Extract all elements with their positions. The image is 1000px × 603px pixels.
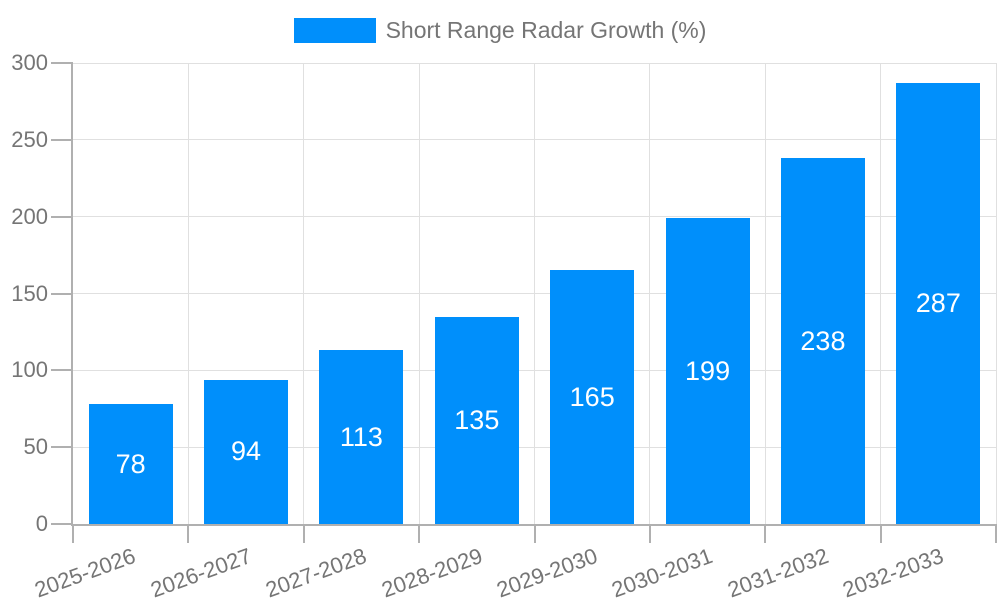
x-tick-label: 2031-2032	[724, 543, 832, 603]
x-axis-tick	[648, 524, 651, 543]
x-tick-label: 2029-2030	[493, 543, 601, 603]
x-axis-tick	[302, 524, 305, 543]
x-tick-label: 2025-2026	[31, 543, 140, 603]
y-axis-tick	[51, 446, 73, 449]
x-axis-tick	[764, 524, 767, 543]
y-tick-label: 300	[11, 50, 48, 75]
x-axis-tick	[418, 524, 421, 543]
bar-value-label: 287	[915, 287, 961, 318]
y-tick-label: 250	[11, 126, 48, 152]
y-axis-tick	[51, 523, 73, 525]
legend: Short Range Radar Growth (%)	[0, 15, 1000, 45]
x-tick-label: 2027-2028	[262, 543, 370, 603]
v-gridline	[995, 63, 997, 524]
bar-value-label: 135	[454, 404, 500, 435]
x-axis-tick	[879, 524, 882, 543]
v-gridline	[880, 63, 882, 524]
bar-2032-2033[interactable]: 287	[896, 82, 981, 524]
bar-value-label: 78	[115, 448, 146, 479]
bar-value-label: 199	[685, 355, 731, 386]
legend-swatch-icon	[293, 17, 376, 43]
bar-2030-2031[interactable]: 199	[665, 218, 750, 524]
v-gridline	[764, 63, 766, 524]
y-tick-label: 50	[23, 434, 48, 460]
v-gridline	[418, 63, 420, 524]
v-gridline	[534, 63, 535, 524]
y-axis-line	[71, 63, 73, 526]
bar-2027-2028[interactable]: 113	[319, 350, 404, 524]
y-tick-label: 0	[35, 511, 48, 536]
x-axis-tick	[533, 524, 536, 543]
x-tick-label: 2026-2027	[147, 543, 255, 603]
y-tick-label: 200	[11, 203, 48, 229]
bar-value-label: 165	[569, 381, 615, 412]
x-axis-tick	[72, 524, 74, 543]
bar-2025-2026[interactable]: 78	[88, 404, 173, 524]
y-axis-tick	[51, 369, 73, 372]
bar-2026-2027[interactable]: 94	[204, 379, 289, 524]
x-axis-tick	[995, 524, 997, 543]
y-axis-tick	[51, 62, 73, 64]
v-gridline	[303, 63, 305, 524]
x-axis-line	[71, 524, 996, 526]
v-gridline	[187, 63, 189, 524]
x-axis-tick	[187, 524, 190, 543]
bar-2029-2030[interactable]: 165	[550, 270, 635, 524]
y-axis-tick	[51, 292, 73, 295]
bar-value-label: 113	[339, 421, 383, 452]
bar-2031-2032[interactable]: 238	[780, 158, 865, 524]
bar-value-label: 238	[800, 325, 846, 356]
legend-label: Short Range Radar Growth (%)	[385, 17, 707, 43]
bar-2028-2029[interactable]: 135	[434, 316, 519, 524]
y-tick-label: 150	[11, 280, 48, 306]
y-axis-tick	[51, 138, 73, 141]
x-tick-label: 2030-2031	[608, 543, 717, 603]
legend-item[interactable]: Short Range Radar Growth (%)	[293, 15, 707, 45]
y-axis-tick	[51, 215, 73, 218]
y-tick-label: 100	[11, 357, 48, 383]
x-tick-label: 2032-2033	[839, 543, 947, 603]
v-gridline	[649, 63, 651, 524]
x-tick-label: 2028-2029	[377, 543, 486, 603]
bar-value-label: 94	[231, 436, 262, 467]
